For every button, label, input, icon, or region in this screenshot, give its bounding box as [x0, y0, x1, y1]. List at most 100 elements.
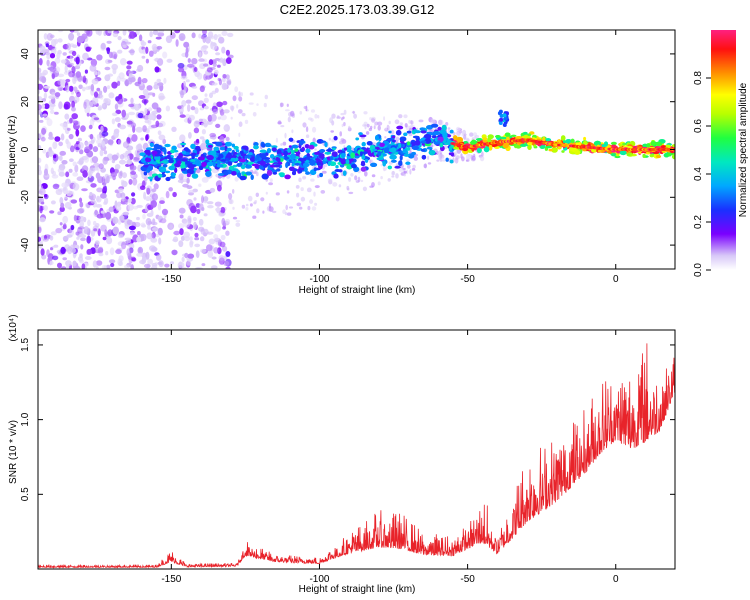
heatmap-cell	[169, 224, 173, 230]
heatmap-cell	[49, 210, 55, 214]
heatmap-cell	[232, 206, 235, 210]
spectrogram-x-tick-label: -150	[161, 274, 181, 285]
heatmap-cell	[229, 199, 234, 205]
heatmap-cell	[108, 92, 115, 99]
heatmap-cell	[183, 220, 190, 228]
heatmap-cell	[361, 141, 366, 147]
heatmap-cell	[187, 58, 191, 63]
heatmap-cell	[437, 126, 442, 131]
heatmap-cell	[266, 148, 272, 154]
heatmap-cell	[395, 136, 400, 142]
heatmap-cell	[377, 121, 383, 126]
heatmap-cell	[126, 120, 133, 125]
heatmap-cell	[103, 156, 109, 161]
heatmap-cell	[86, 248, 93, 255]
heatmap-cell	[203, 228, 209, 236]
heatmap-cell	[310, 109, 316, 113]
heatmap-cell	[229, 105, 235, 111]
heatmap-cell	[223, 109, 230, 114]
heatmap-cell	[180, 163, 186, 169]
heatmap-cell	[348, 158, 354, 162]
heatmap-cell	[178, 173, 184, 181]
heatmap-cell	[313, 155, 318, 159]
heatmap-cell	[285, 204, 289, 211]
heatmap-cell	[387, 178, 391, 182]
heatmap-cell	[487, 137, 492, 144]
heatmap-cell	[89, 167, 96, 173]
heatmap-cell	[140, 222, 146, 228]
heatmap-cell	[220, 206, 226, 214]
snr-x-tick-label: 0	[613, 574, 619, 585]
heatmap-cell	[142, 89, 149, 96]
heatmap-cell	[225, 57, 232, 64]
heatmap-cell	[42, 69, 48, 76]
heatmap-cell	[334, 169, 341, 172]
heatmap-cell	[200, 35, 205, 40]
heatmap-cell	[452, 131, 456, 135]
heatmap-cell	[217, 184, 222, 192]
heatmap-cell	[379, 142, 385, 147]
heatmap-cell	[305, 171, 311, 175]
heatmap-cell	[232, 189, 235, 194]
heatmap-cell	[65, 78, 71, 83]
heatmap-cell	[309, 159, 316, 166]
heatmap-cell	[51, 92, 56, 96]
heatmap-cell	[157, 227, 163, 236]
heatmap-cell	[80, 244, 84, 250]
heatmap-cell	[81, 165, 89, 173]
heatmap-cell	[145, 196, 151, 202]
heatmap-cell	[145, 147, 153, 151]
heatmap-cell	[90, 139, 95, 144]
heatmap-cell	[158, 30, 165, 34]
heatmap-cell	[324, 151, 332, 155]
heatmap-cell	[210, 114, 217, 122]
heatmap-cell	[184, 252, 189, 259]
heatmap-cell	[467, 154, 472, 157]
heatmap-cell	[123, 264, 130, 269]
heatmap-cell	[193, 67, 198, 72]
heatmap-cell	[348, 191, 354, 195]
heatmap-cell	[396, 125, 404, 130]
heatmap-cell	[438, 119, 444, 126]
heatmap-cell	[212, 63, 217, 67]
heatmap-cell	[54, 111, 59, 115]
heatmap-cell	[222, 74, 227, 79]
heatmap-cell	[95, 260, 103, 266]
heatmap-cell	[209, 92, 213, 99]
heatmap-cell	[151, 246, 158, 252]
heatmap-cell	[664, 144, 671, 149]
heatmap-cell	[94, 240, 100, 245]
heatmap-cell	[163, 77, 167, 84]
heatmap-cell	[239, 175, 247, 181]
heatmap-cell	[220, 234, 226, 241]
heatmap-cell	[43, 205, 48, 211]
heatmap-cell	[428, 150, 436, 156]
heatmap-cell	[247, 161, 254, 166]
heatmap-cell	[302, 175, 306, 180]
heatmap-cell	[175, 39, 179, 47]
heatmap-cell	[387, 165, 392, 170]
figure-title: C2E2.2025.173.03.39.G12	[280, 2, 435, 17]
heatmap-cell	[147, 176, 154, 180]
heatmap-cell	[264, 94, 268, 100]
heatmap-cell	[79, 149, 84, 155]
heatmap-cell	[310, 118, 314, 122]
heatmap-cell	[188, 114, 195, 121]
heatmap-cell	[79, 220, 84, 228]
heatmap-cell	[409, 169, 412, 175]
heatmap-cell	[146, 169, 151, 173]
heatmap-cell	[59, 150, 66, 156]
heatmap-cell	[85, 46, 91, 52]
heatmap-cell	[225, 49, 230, 56]
heatmap-cell	[159, 200, 165, 205]
heatmap-cell	[179, 214, 184, 219]
heatmap-cell	[50, 167, 54, 175]
heatmap-cell	[104, 197, 109, 205]
heatmap-cell	[346, 165, 353, 170]
heatmap-cell	[219, 109, 225, 116]
heatmap-cell	[106, 40, 112, 44]
heatmap-cell	[108, 259, 116, 264]
heatmap-cell	[106, 175, 110, 184]
heatmap-cell	[69, 145, 75, 153]
heatmap-cell	[370, 125, 373, 129]
